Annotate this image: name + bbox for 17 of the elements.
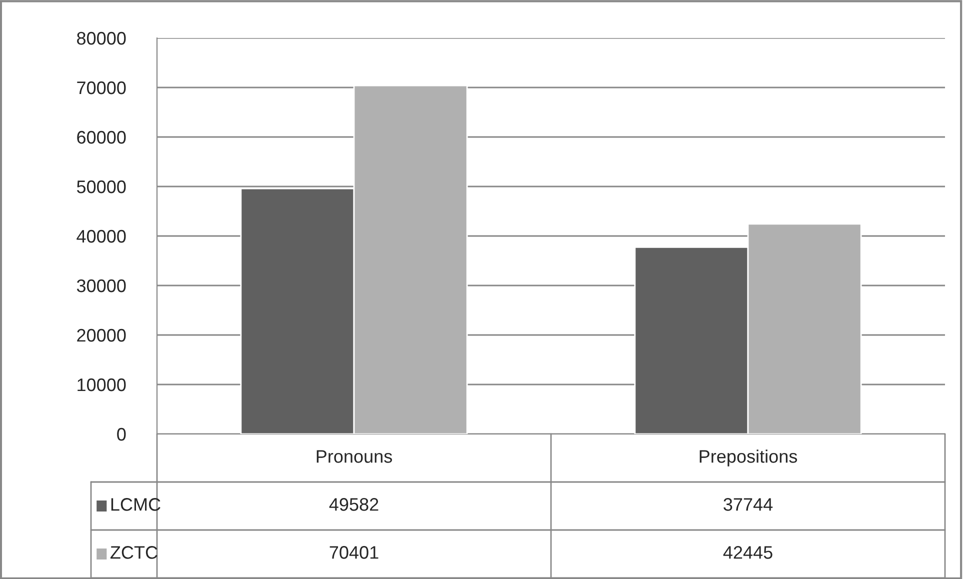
y-tick-label: 30000 [76,279,126,292]
legend-label: ZCTC [110,546,158,559]
legend-label: LCMC [111,498,160,511]
x-tick-label: Prepositions [700,450,798,466]
data-label: 37744 [724,498,773,511]
y-tick-label: 10000 [78,378,126,392]
y-tick-label: 80000 [77,32,126,45]
y-tick-label: 70000 [77,81,126,94]
x-tick-label: Pronouns [316,450,392,463]
data-label: 70401 [330,546,378,559]
data-label: 42445 [723,546,772,559]
y-tick-label: 20000 [77,328,126,342]
y-tick-label: 60000 [77,130,126,144]
data-label: 49582 [329,498,378,511]
y-tick-label: 40000 [76,230,126,243]
y-tick-label: 50000 [76,180,126,194]
y-tick-label: 0 [117,428,126,441]
